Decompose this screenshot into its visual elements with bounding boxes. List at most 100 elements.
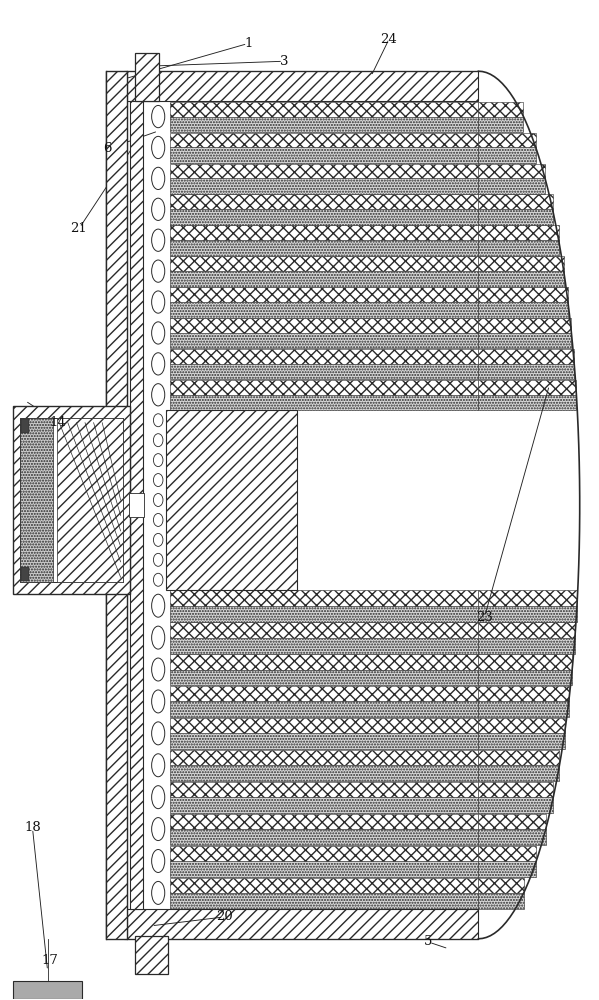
Bar — [170, 718, 479, 733]
Bar — [170, 638, 479, 654]
Ellipse shape — [153, 553, 163, 566]
Bar — [170, 590, 479, 606]
Text: 23: 23 — [476, 611, 493, 624]
Bar — [479, 117, 524, 132]
Bar — [170, 765, 479, 781]
Ellipse shape — [152, 786, 165, 809]
Bar — [20, 418, 123, 582]
Bar — [479, 380, 576, 395]
Bar — [57, 418, 123, 582]
Bar — [21, 419, 29, 433]
Bar — [166, 410, 297, 590]
Bar — [170, 701, 479, 717]
Bar — [20, 418, 53, 582]
Bar — [479, 225, 559, 240]
Bar — [170, 364, 479, 379]
Bar — [479, 590, 577, 606]
Text: 6: 6 — [103, 142, 112, 155]
Bar — [170, 271, 479, 287]
Ellipse shape — [152, 291, 165, 313]
Bar — [170, 318, 479, 333]
Bar — [479, 797, 553, 813]
Ellipse shape — [152, 353, 165, 375]
Bar — [479, 287, 568, 302]
Bar — [170, 147, 479, 163]
Ellipse shape — [153, 513, 163, 526]
Ellipse shape — [153, 533, 163, 546]
Ellipse shape — [152, 167, 165, 190]
Bar — [170, 395, 479, 410]
Bar — [170, 178, 479, 194]
Bar — [106, 71, 127, 939]
Bar — [479, 102, 524, 117]
Bar — [170, 750, 479, 765]
Bar — [135, 53, 159, 101]
Bar — [170, 164, 479, 178]
Bar — [170, 829, 479, 845]
Bar — [170, 133, 479, 147]
Bar — [170, 670, 479, 685]
Bar — [170, 333, 479, 348]
Ellipse shape — [153, 454, 163, 467]
Bar — [479, 395, 576, 410]
Ellipse shape — [152, 136, 165, 159]
Bar — [170, 861, 479, 877]
Bar — [170, 209, 479, 225]
Bar — [170, 733, 479, 749]
Text: 21: 21 — [71, 222, 87, 235]
Bar — [479, 878, 524, 893]
Bar — [170, 782, 479, 797]
Ellipse shape — [152, 754, 165, 777]
Bar — [479, 654, 572, 670]
Bar — [479, 349, 574, 364]
Bar — [13, 406, 130, 594]
Bar — [479, 302, 568, 318]
Bar — [479, 765, 559, 781]
Ellipse shape — [152, 384, 165, 406]
Bar — [479, 133, 536, 147]
Ellipse shape — [152, 322, 165, 344]
Text: 14: 14 — [50, 416, 66, 429]
Bar — [479, 861, 536, 877]
Bar — [479, 701, 568, 717]
Ellipse shape — [152, 881, 165, 904]
Bar — [479, 271, 564, 287]
Bar — [170, 256, 479, 271]
Text: 3: 3 — [280, 55, 289, 68]
Bar — [479, 718, 564, 733]
Bar — [479, 733, 564, 749]
Bar — [479, 893, 524, 909]
Bar — [479, 814, 546, 829]
Bar — [170, 797, 479, 813]
Ellipse shape — [152, 850, 165, 872]
Ellipse shape — [152, 260, 165, 282]
Bar — [13, 981, 82, 999]
Bar — [479, 333, 571, 348]
Bar — [170, 606, 479, 622]
Bar — [479, 846, 536, 861]
Bar — [21, 567, 29, 581]
Text: 1: 1 — [244, 37, 253, 50]
Bar — [479, 364, 574, 379]
Bar — [170, 622, 479, 638]
Bar — [170, 102, 479, 117]
Bar — [479, 606, 577, 622]
Bar — [170, 302, 479, 318]
Text: 5: 5 — [423, 935, 432, 948]
Bar — [479, 178, 545, 194]
Ellipse shape — [153, 434, 163, 447]
Bar — [479, 194, 552, 209]
Bar — [170, 686, 479, 701]
Bar — [135, 936, 168, 974]
Bar — [170, 654, 479, 670]
Bar — [479, 686, 568, 701]
Bar — [170, 893, 479, 909]
Ellipse shape — [152, 594, 165, 617]
Bar — [479, 782, 553, 797]
Ellipse shape — [152, 626, 165, 649]
Ellipse shape — [153, 474, 163, 487]
Text: 17: 17 — [42, 954, 59, 967]
Bar — [170, 878, 479, 893]
Bar — [170, 349, 479, 364]
Bar — [479, 750, 559, 765]
